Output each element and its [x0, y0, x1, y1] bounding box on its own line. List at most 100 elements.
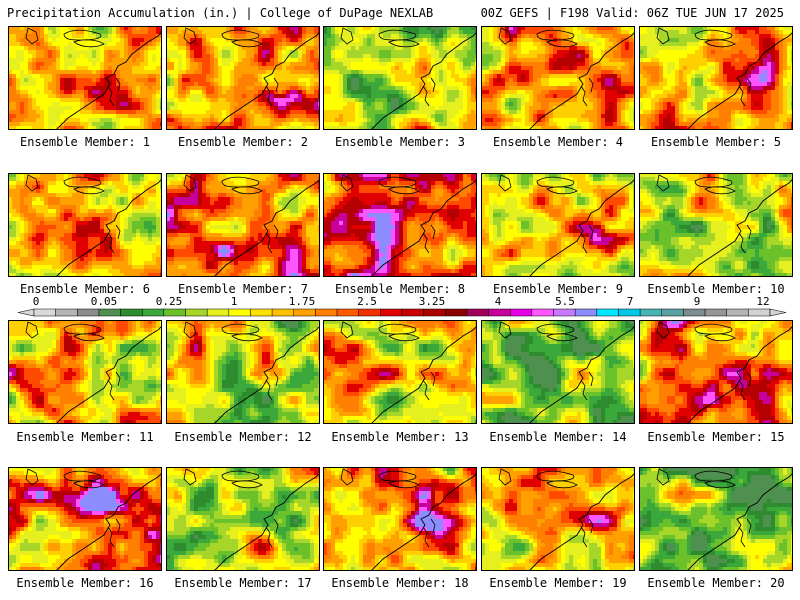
precip-field [639, 26, 793, 130]
panel-frame [166, 26, 320, 130]
colorbar-segment [726, 308, 749, 317]
colorbar-segment [380, 308, 403, 317]
ensemble-member-label: Ensemble Member: 14 [479, 430, 637, 444]
great-lakes-outline [25, 468, 105, 489]
precip-field [323, 320, 477, 424]
colorbar-segment [77, 308, 100, 317]
panel-frame [166, 320, 320, 424]
bay-outline [738, 518, 752, 548]
bay-outline [107, 77, 121, 107]
great-lakes-outline [183, 27, 263, 48]
colorbar-tick-label: 9 [694, 296, 701, 308]
bay-outline [107, 371, 121, 401]
precip-field [481, 173, 635, 277]
ensemble-member-map [639, 467, 793, 571]
ensemble-member-map [166, 26, 320, 130]
ensemble-member-label: Ensemble Member: 5 [637, 135, 795, 149]
model-valid-time: 00Z GEFS | F198 Valid: 06Z TUE JUN 17 20… [481, 6, 784, 20]
panel-frame [481, 467, 635, 571]
coastline-outline [370, 178, 477, 277]
coastline-outline [528, 325, 635, 424]
colorbar-tick-label: 4 [495, 296, 502, 308]
great-lakes-outline [498, 174, 578, 195]
ensemble-member-label: Ensemble Member: 7 [164, 282, 322, 296]
coastline-outline [686, 325, 793, 424]
precip-field [166, 467, 320, 571]
precip-field [166, 173, 320, 277]
ensemble-member-label: Ensemble Member: 11 [6, 430, 164, 444]
panel-frame [323, 173, 477, 277]
colorbar-segment [445, 308, 468, 317]
coastline-outline [528, 472, 635, 571]
panel-frame [8, 467, 162, 571]
bay-outline [107, 224, 121, 254]
colorbar-tick-label: 5.5 [555, 296, 575, 308]
coastline-outline [55, 472, 162, 571]
great-lakes-outline [25, 174, 105, 195]
coastline-outline [686, 178, 793, 277]
panel-frame [323, 467, 477, 571]
ensemble-member-map [323, 467, 477, 571]
colorbar-segment [55, 308, 78, 317]
ensemble-member-map [8, 467, 162, 571]
ensemble-member-label: Ensemble Member: 6 [6, 282, 164, 296]
product-title: Precipitation Accumulation (in.) | Colle… [7, 6, 433, 20]
ensemble-member-map [639, 320, 793, 424]
colorbar-segment [596, 308, 619, 317]
colorbar-segment [271, 308, 295, 317]
great-lakes-outline [25, 27, 105, 48]
ensemble-member-map [481, 320, 635, 424]
panel-frame [8, 320, 162, 424]
ensemble-member-label: Ensemble Member: 4 [479, 135, 637, 149]
colorbar-tick-label: 0 [33, 296, 40, 308]
ensemble-member-map [639, 26, 793, 130]
ensemble-member-label: Ensemble Member: 2 [164, 135, 322, 149]
panel-frame [8, 26, 162, 130]
ensemble-member-map [481, 173, 635, 277]
coastline-outline [686, 472, 793, 571]
colorbar-segment [228, 308, 251, 317]
bay-outline [107, 518, 121, 548]
panel-frame [323, 320, 477, 424]
ensemble-member-label: Ensemble Member: 8 [321, 282, 479, 296]
precip-field [8, 320, 162, 424]
colorbar-segment [401, 308, 424, 317]
ensemble-member-map [166, 173, 320, 277]
panel-frame [166, 467, 320, 571]
great-lakes-outline [656, 321, 736, 342]
ensemble-member-map [639, 173, 793, 277]
precip-field [639, 320, 793, 424]
great-lakes-outline [340, 174, 420, 195]
panel-frame [166, 173, 320, 277]
bay-outline [265, 77, 279, 107]
precip-field [166, 320, 320, 424]
colorbar-tick-label: 3.25 [419, 296, 446, 308]
precip-field [481, 467, 635, 571]
panel-frame [639, 320, 793, 424]
panel-frame [481, 320, 635, 424]
bay-outline [738, 371, 752, 401]
ensemble-member-map [166, 467, 320, 571]
coastline-outline [55, 178, 162, 277]
colorbar-segment [661, 308, 684, 317]
ensemble-member-map [323, 173, 477, 277]
ensemble-member-label: Ensemble Member: 12 [164, 430, 322, 444]
colorbar-segment [488, 308, 511, 317]
coastline-outline [213, 472, 320, 571]
coastline-outline [213, 178, 320, 277]
colorbar-segment [509, 308, 533, 317]
great-lakes-outline [340, 468, 420, 489]
colorbar-segment [466, 308, 489, 317]
coastline-outline [55, 31, 162, 130]
colorbar-segment [574, 308, 598, 317]
ensemble-member-label: Ensemble Member: 20 [637, 576, 795, 590]
great-lakes-outline [656, 468, 736, 489]
great-lakes-outline [183, 174, 263, 195]
bay-outline [422, 371, 436, 401]
coastline-outline [370, 472, 477, 571]
colorbar-tick-label: 0.25 [156, 296, 183, 308]
ensemble-member-label: Ensemble Member: 1 [6, 135, 164, 149]
bay-outline [422, 77, 436, 107]
colorbar-segment [639, 308, 663, 317]
colorbar-segment [531, 308, 554, 317]
